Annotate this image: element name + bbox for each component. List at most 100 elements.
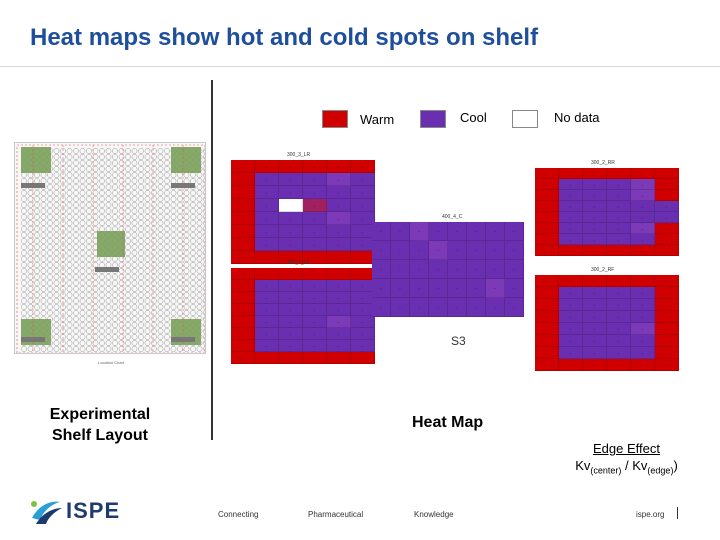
heatmap-cell <box>559 359 583 371</box>
heatmap-cell <box>607 275 631 287</box>
heatmap-cell <box>279 292 303 304</box>
heatmap-cell <box>448 241 467 260</box>
heatmap-cell <box>535 201 559 212</box>
heatmap-cell <box>467 241 486 260</box>
heatmap-cell <box>559 223 583 234</box>
heatmap-cell <box>303 352 327 364</box>
heatmap-cell <box>631 359 655 371</box>
heatmap-cell <box>655 359 679 371</box>
heatmap-cell <box>505 298 524 317</box>
heatmap-cell <box>255 238 279 251</box>
heatmap-cell <box>607 311 631 323</box>
heatmap-cell <box>255 340 279 352</box>
heatmap-cell <box>255 251 279 264</box>
heatmap-cell <box>255 304 279 316</box>
heatmap-cell <box>583 168 607 179</box>
heatmap-cell <box>535 212 559 223</box>
heatmap-cell <box>448 298 467 317</box>
heatmap-cell <box>231 304 255 316</box>
heatmap-cell <box>655 287 679 299</box>
heatmap-cell <box>607 190 631 201</box>
heatmap-cell <box>535 359 559 371</box>
heatmap-cell <box>631 275 655 287</box>
heatmap-cell <box>410 279 429 298</box>
heatmap-cell <box>535 299 559 311</box>
panel-title: 300_3_LR <box>287 152 311 158</box>
heatmap-cell <box>255 328 279 340</box>
heatmap-cell <box>327 328 351 340</box>
heatmap-cell <box>535 223 559 234</box>
ispe-logo-text: ISPE <box>66 498 121 523</box>
edge-subscript: (edge) <box>647 465 674 476</box>
heatmap-cell <box>231 316 255 328</box>
panel-title: 300_2_RF <box>591 267 615 273</box>
heatmap-cell <box>327 352 351 364</box>
heatmap-cell <box>327 186 351 199</box>
heatmap-cell <box>631 201 655 212</box>
heatmap-cell <box>535 168 559 179</box>
heatmap-cell <box>351 173 375 186</box>
heatmap-cell <box>303 340 327 352</box>
heatmap-cell <box>279 352 303 364</box>
heatmap-cell <box>231 352 255 364</box>
legend-cool-swatch <box>420 110 446 128</box>
legend-nodata-label: No data <box>554 110 600 125</box>
heatmap-cell <box>448 222 467 241</box>
kv-symbol: Kv <box>575 458 591 473</box>
legend-nodata-swatch <box>512 110 538 128</box>
heatmap-cell <box>327 251 351 264</box>
heatmap-cell <box>631 190 655 201</box>
heatmap-cell <box>467 279 486 298</box>
heatmap-cell <box>583 190 607 201</box>
heatmap-cell <box>535 234 559 245</box>
heatmap-cell <box>559 299 583 311</box>
heatmap-cell <box>559 245 583 256</box>
heatmap-cell <box>655 299 679 311</box>
heatmap-cell <box>655 323 679 335</box>
heatmap-cell <box>559 275 583 287</box>
heatmap-cell <box>631 287 655 299</box>
heatmap-cell <box>583 359 607 371</box>
heatmap-cell <box>231 340 255 352</box>
heatmap-cell <box>279 268 303 280</box>
heatmap-grid <box>231 268 375 364</box>
heatmap-cell <box>583 311 607 323</box>
heatmap-cell <box>631 323 655 335</box>
heatmap-cell <box>410 222 429 241</box>
heatmap-cell <box>655 201 679 212</box>
heatmap-cell <box>655 311 679 323</box>
footer <box>0 490 720 540</box>
heatmap-cell <box>505 241 524 260</box>
edge-effect-note: Edge Effect Kv(center) / Kv(edge)) <box>564 440 689 480</box>
footer-separator <box>677 507 678 519</box>
heatmap-cell <box>486 298 505 317</box>
shelf-note: Location Chart <box>98 360 125 365</box>
heatmap-cell <box>631 179 655 190</box>
heatmap-cell <box>231 199 255 212</box>
heatmap-cell <box>303 304 327 316</box>
heatmap-cell <box>583 212 607 223</box>
heatmap-cell <box>279 173 303 186</box>
heatmap-cell <box>391 222 410 241</box>
heatmap-cell <box>327 238 351 251</box>
heatmap-cell <box>631 212 655 223</box>
heatmap-cell <box>327 304 351 316</box>
heatmap-cell <box>351 316 375 328</box>
footer-link-pharmaceutical[interactable]: Pharmaceutical <box>308 510 364 519</box>
heatmap-cell <box>583 223 607 234</box>
heatmap-cell <box>583 201 607 212</box>
heatmap-grid <box>231 160 375 264</box>
heatmap-cell <box>231 268 255 280</box>
heatmap-cell <box>255 352 279 364</box>
footer-link-knowledge[interactable]: Knowledge <box>414 510 454 519</box>
caption-line2: Shelf Layout <box>51 427 148 444</box>
heatmap-cell <box>559 323 583 335</box>
heatmap-cell <box>559 311 583 323</box>
heatmap-cell <box>655 223 679 234</box>
heatmap-cell <box>535 347 559 359</box>
heatmap-cell <box>429 279 448 298</box>
heatmap-cell <box>231 186 255 199</box>
footer-link-connecting[interactable]: Connecting <box>218 510 259 519</box>
footer-link-ispe-org[interactable]: ispe.org <box>636 510 665 519</box>
heatmap-cell <box>351 352 375 364</box>
